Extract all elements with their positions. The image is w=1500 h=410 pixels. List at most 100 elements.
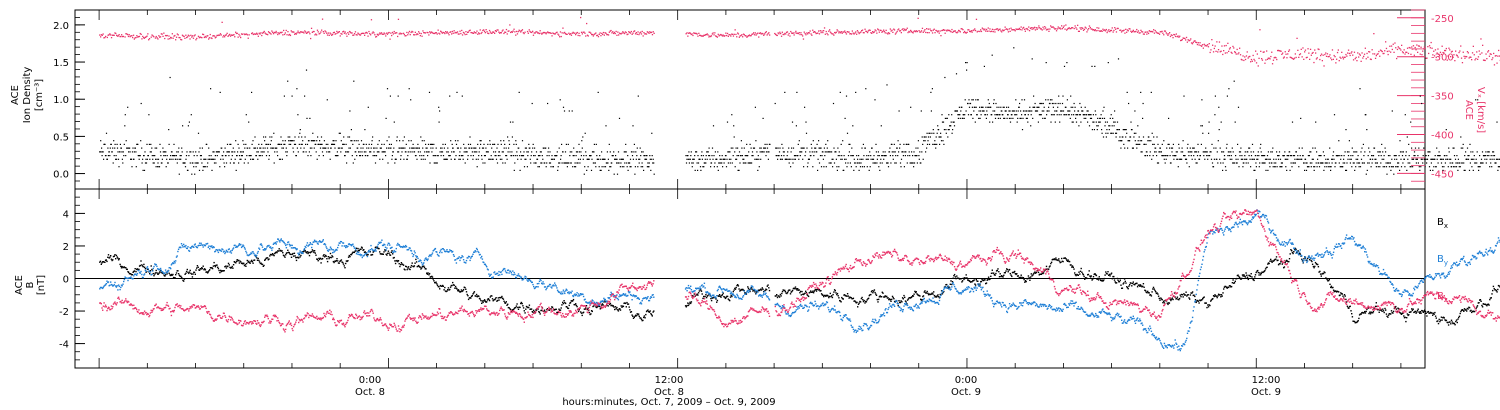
- velocity-point: [621, 32, 623, 34]
- density-point: [1327, 158, 1329, 160]
- density-point: [158, 166, 161, 168]
- density-point: [351, 155, 353, 157]
- velocity-point: [1033, 28, 1035, 30]
- velocity-point: [374, 34, 376, 36]
- density-point: [1323, 155, 1325, 157]
- density-point: [1176, 158, 1178, 160]
- field-point: [288, 252, 290, 254]
- velocity-point: [1261, 59, 1264, 61]
- density-point: [1490, 155, 1492, 157]
- density-point: [1077, 110, 1080, 112]
- velocity-point: [515, 34, 517, 36]
- density-point: [1356, 151, 1358, 153]
- velocity-point: [1139, 32, 1141, 34]
- density-point: [132, 147, 134, 149]
- density-point: [838, 166, 840, 168]
- velocity-point: [1000, 30, 1002, 32]
- density-point: [1287, 158, 1289, 160]
- field-point: [307, 252, 309, 255]
- density-point: [971, 99, 973, 101]
- field-point: [106, 260, 108, 263]
- velocity-point: [1088, 28, 1090, 30]
- velocity-point: [950, 31, 952, 33]
- density-point: [359, 155, 361, 157]
- density-point: [178, 173, 180, 175]
- velocity-point: [300, 31, 303, 33]
- density-point: [1283, 155, 1285, 157]
- density-point: [890, 162, 892, 164]
- density-point: [1475, 158, 1477, 160]
- density-point: [1382, 151, 1384, 153]
- density-point: [989, 121, 991, 123]
- velocity-point: [795, 30, 797, 32]
- velocity-point: [817, 32, 819, 34]
- density-point: [1419, 169, 1421, 171]
- density-point: [370, 151, 372, 153]
- density-point: [972, 117, 974, 119]
- density-point: [1051, 102, 1053, 105]
- density-point: [832, 102, 835, 105]
- density-point: [261, 143, 263, 145]
- velocity-point: [691, 33, 693, 35]
- density-point: [488, 158, 490, 160]
- density-point: [321, 143, 323, 145]
- density-point: [124, 125, 126, 127]
- velocity-point: [1346, 55, 1348, 57]
- field-point: [218, 269, 220, 272]
- density-point: [940, 140, 943, 142]
- velocity-point: [527, 32, 529, 34]
- density-point: [652, 162, 654, 164]
- density-point: [884, 155, 886, 157]
- density-point: [100, 151, 102, 153]
- density-point: [760, 158, 762, 160]
- velocity-point: [502, 29, 504, 31]
- field-point: [180, 276, 183, 279]
- density-point: [228, 151, 230, 153]
- velocity-point: [380, 33, 382, 35]
- density-point: [286, 155, 288, 157]
- velocity-point: [1147, 31, 1149, 33]
- velocity-point: [383, 32, 385, 34]
- density-point: [987, 106, 989, 108]
- velocity-point: [191, 35, 194, 37]
- density-point: [1239, 155, 1241, 157]
- density-point: [813, 151, 815, 153]
- density-point: [689, 158, 691, 160]
- field-point: [168, 272, 170, 274]
- velocity-point: [694, 32, 696, 34]
- velocity-point: [1194, 40, 1196, 42]
- density-point: [404, 147, 406, 149]
- density-point: [125, 140, 127, 142]
- velocity-tick-label: -400: [1431, 131, 1454, 142]
- velocity-point: [560, 35, 562, 38]
- density-point: [231, 155, 233, 157]
- velocity-point: [395, 32, 397, 34]
- density-point: [1418, 166, 1420, 168]
- density-point: [1171, 151, 1173, 153]
- field-point: [206, 272, 209, 274]
- density-point: [1053, 114, 1055, 116]
- velocity-point: [761, 32, 763, 35]
- field-point: [211, 267, 213, 269]
- density-point: [782, 151, 784, 153]
- density-point: [1054, 110, 1056, 112]
- velocity-point: [1304, 49, 1307, 51]
- density-point: [258, 143, 260, 145]
- density-point: [1322, 162, 1324, 164]
- velocity-point: [747, 35, 749, 37]
- density-point: [509, 151, 511, 153]
- density-point: [1224, 158, 1226, 160]
- density-point: [1423, 147, 1425, 149]
- velocity-point: [1417, 45, 1420, 47]
- velocity-point: [1120, 31, 1123, 33]
- density-point: [477, 158, 479, 160]
- density-point: [1487, 151, 1489, 153]
- density-point: [733, 136, 735, 138]
- density-point: [212, 158, 215, 160]
- density-point: [1260, 151, 1262, 153]
- velocity-point: [281, 31, 283, 33]
- density-point: [917, 147, 919, 149]
- density-point: [1119, 140, 1121, 142]
- density-point: [423, 155, 425, 157]
- velocity-point: [342, 31, 344, 33]
